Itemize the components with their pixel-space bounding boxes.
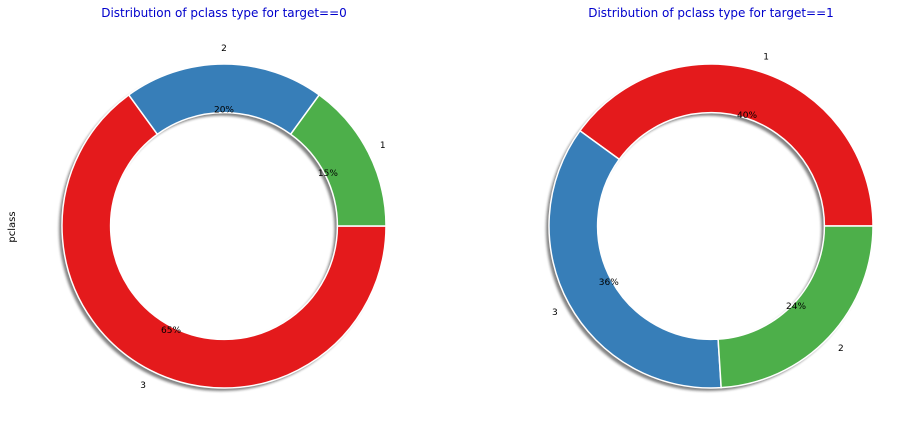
slice-label-3: 3: [552, 308, 558, 318]
slice-label-1: 1: [380, 141, 386, 151]
slice-percent-3: 36%: [599, 278, 619, 288]
slice-labels: 1 40% 3 36% 2 24%: [552, 53, 844, 354]
donut-slice-2: [717, 225, 874, 389]
donut-slice-1: [289, 93, 387, 227]
slice-percent-2: 24%: [786, 302, 806, 312]
donut-slices: [546, 63, 874, 392]
chart-title: Distribution of pclass type for target==…: [101, 6, 347, 20]
donut-slices: [59, 63, 387, 392]
donut-slice-3: [61, 93, 387, 389]
slice-label-2: 2: [838, 344, 844, 354]
slice-percent-2: 20%: [214, 105, 234, 115]
chart-title: Distribution of pclass type for target==…: [588, 6, 834, 20]
slice-label-3: 3: [140, 381, 146, 391]
donut-chart-target-0: Distribution of pclass type for target==…: [7, 6, 387, 392]
slice-label-2: 2: [221, 44, 227, 54]
slice-percent-1: 40%: [737, 111, 757, 121]
slice-percent-1: 15%: [318, 169, 338, 179]
donut-slice-1: [578, 63, 874, 227]
slice-labels: 3 65% 2 20% 1 15%: [140, 44, 385, 391]
y-axis-label: pclass: [7, 211, 18, 242]
donut-slice-3: [548, 129, 722, 389]
slice-percent-3: 65%: [161, 326, 181, 336]
donut-slice-2: [127, 63, 321, 136]
slice-label-1: 1: [763, 53, 769, 63]
donut-chart-target-1: Distribution of pclass type for target==…: [546, 6, 874, 392]
